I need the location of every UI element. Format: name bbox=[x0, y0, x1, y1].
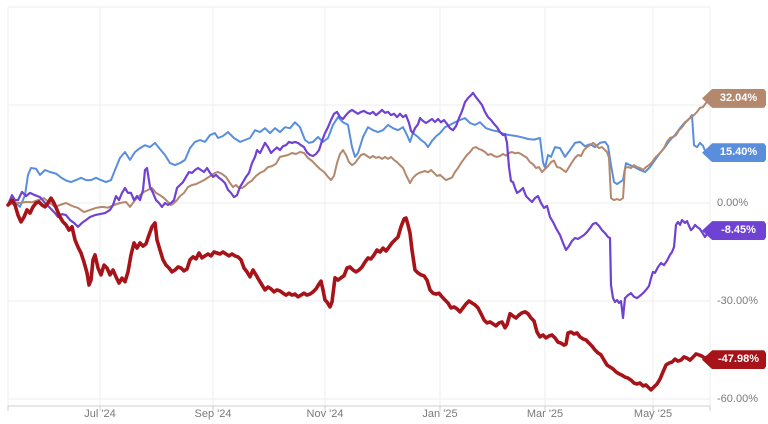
x-axis-label: May '25 bbox=[633, 408, 673, 420]
price-badge-purple: -8.45% bbox=[702, 221, 766, 241]
x-axis-label: Mar '25 bbox=[526, 408, 564, 420]
y-axis-label: -60.00% bbox=[717, 393, 758, 405]
series-line-purple bbox=[6, 91, 712, 320]
series-line-blue bbox=[7, 114, 711, 208]
price-badge-red: -47.98% bbox=[702, 350, 766, 370]
price-badge-tan: 32.04% bbox=[702, 88, 766, 108]
x-axis-label: Jul '24 bbox=[84, 408, 116, 420]
y-axis-label: 0.00% bbox=[717, 197, 749, 209]
price-badge-blue: 15.40% bbox=[702, 143, 766, 163]
x-axis-label: Sep '24 bbox=[194, 408, 232, 420]
series-line-tan bbox=[7, 97, 711, 214]
x-axis-label: Nov '24 bbox=[306, 408, 344, 420]
series-line-red bbox=[6, 196, 712, 392]
y-axis-label: -30.00% bbox=[717, 295, 758, 307]
x-axis-label: Jan '25 bbox=[422, 408, 458, 420]
